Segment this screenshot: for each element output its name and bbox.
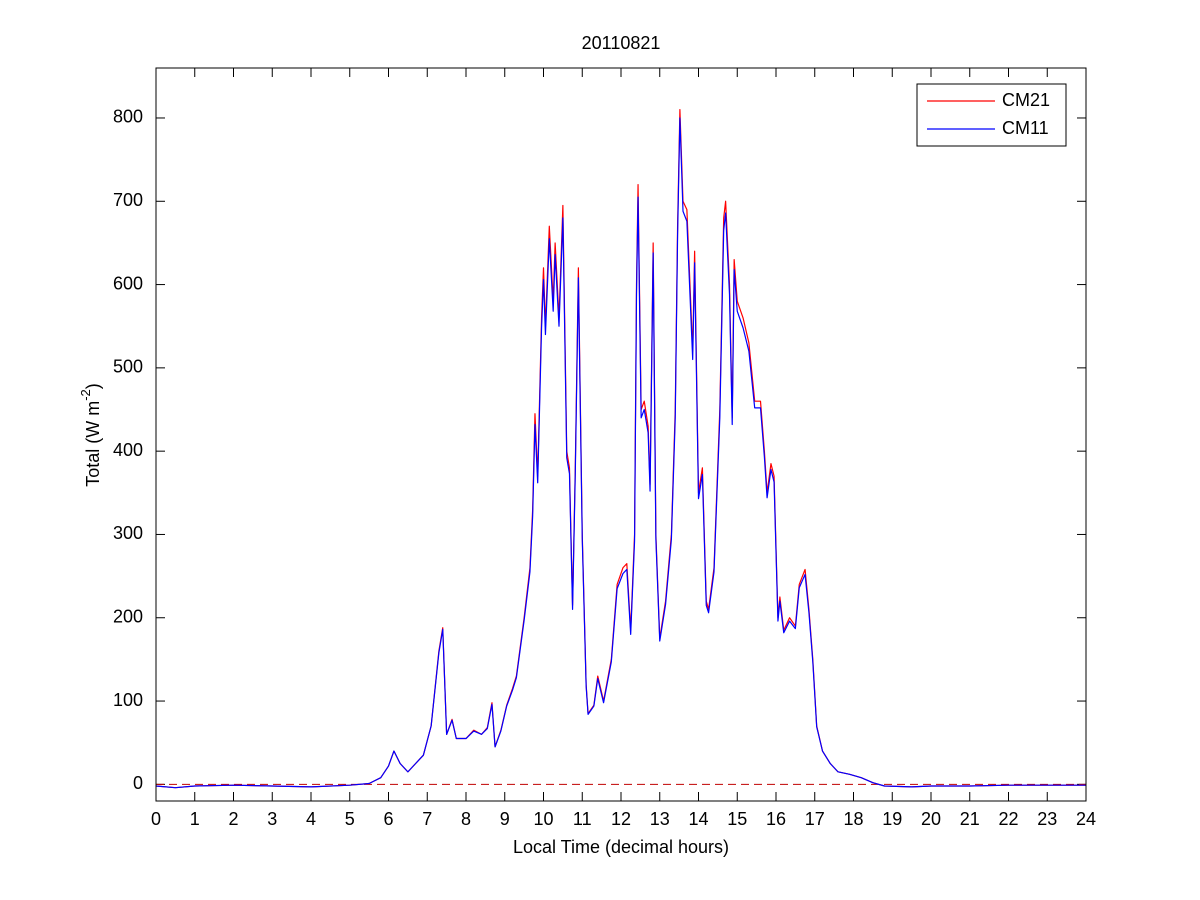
x-tick-label: 7 (422, 809, 432, 829)
x-tick-label: 10 (533, 809, 553, 829)
x-axis-label: Local Time (decimal hours) (513, 837, 729, 857)
y-tick-label: 300 (113, 523, 143, 543)
x-tick-label: 23 (1037, 809, 1057, 829)
x-tick-label: 2 (228, 809, 238, 829)
y-tick-label: 200 (113, 607, 143, 627)
x-tick-label: 4 (306, 809, 316, 829)
x-tick-label: 12 (611, 809, 631, 829)
y-axis-label: Total (W m-2) (78, 383, 102, 487)
y-label-text: Total (W m (83, 401, 103, 487)
plot-frame (155, 67, 1087, 802)
y-tick-label: 500 (113, 357, 143, 377)
x-tick-label: 24 (1076, 809, 1096, 829)
x-tick-label: 16 (766, 809, 786, 829)
x-tick-label: 17 (805, 809, 825, 829)
x-tick-label: 18 (843, 809, 863, 829)
x-tick-label: 8 (461, 809, 471, 829)
y-tick-label: 800 (113, 107, 143, 127)
y-tick-label: 600 (113, 273, 143, 293)
y-tick-label: 400 (113, 440, 143, 460)
series-line (155, 117, 1086, 789)
x-tick-label: 3 (267, 809, 277, 829)
y-label-sup: -2 (78, 389, 93, 401)
x-tick-label: 9 (500, 809, 510, 829)
x-tick-label: 15 (727, 809, 747, 829)
legend-box (916, 83, 1067, 147)
x-tick-label: 13 (650, 809, 670, 829)
legend-label: CM11 (1002, 118, 1049, 138)
x-tick-label: 22 (998, 809, 1018, 829)
x-tick-label: 20 (921, 809, 941, 829)
x-tick-label: 5 (345, 809, 355, 829)
y-tick-label: 0 (133, 773, 143, 793)
plot-area (156, 68, 1086, 801)
x-tick-label: 6 (383, 809, 393, 829)
x-tick-label: 0 (151, 809, 161, 829)
x-tick-label: 19 (882, 809, 902, 829)
legend-label: CM21 (1002, 90, 1050, 110)
y-tick-label: 100 (113, 690, 143, 710)
x-tick-label: 11 (573, 809, 592, 829)
y-tick-label: 700 (113, 190, 143, 210)
x-tick-label: 21 (960, 809, 980, 829)
y-label-end: ) (83, 383, 103, 389)
chart-title: 20110821 (582, 33, 661, 53)
x-tick-label: 1 (190, 809, 200, 829)
x-tick-label: 14 (688, 809, 708, 829)
